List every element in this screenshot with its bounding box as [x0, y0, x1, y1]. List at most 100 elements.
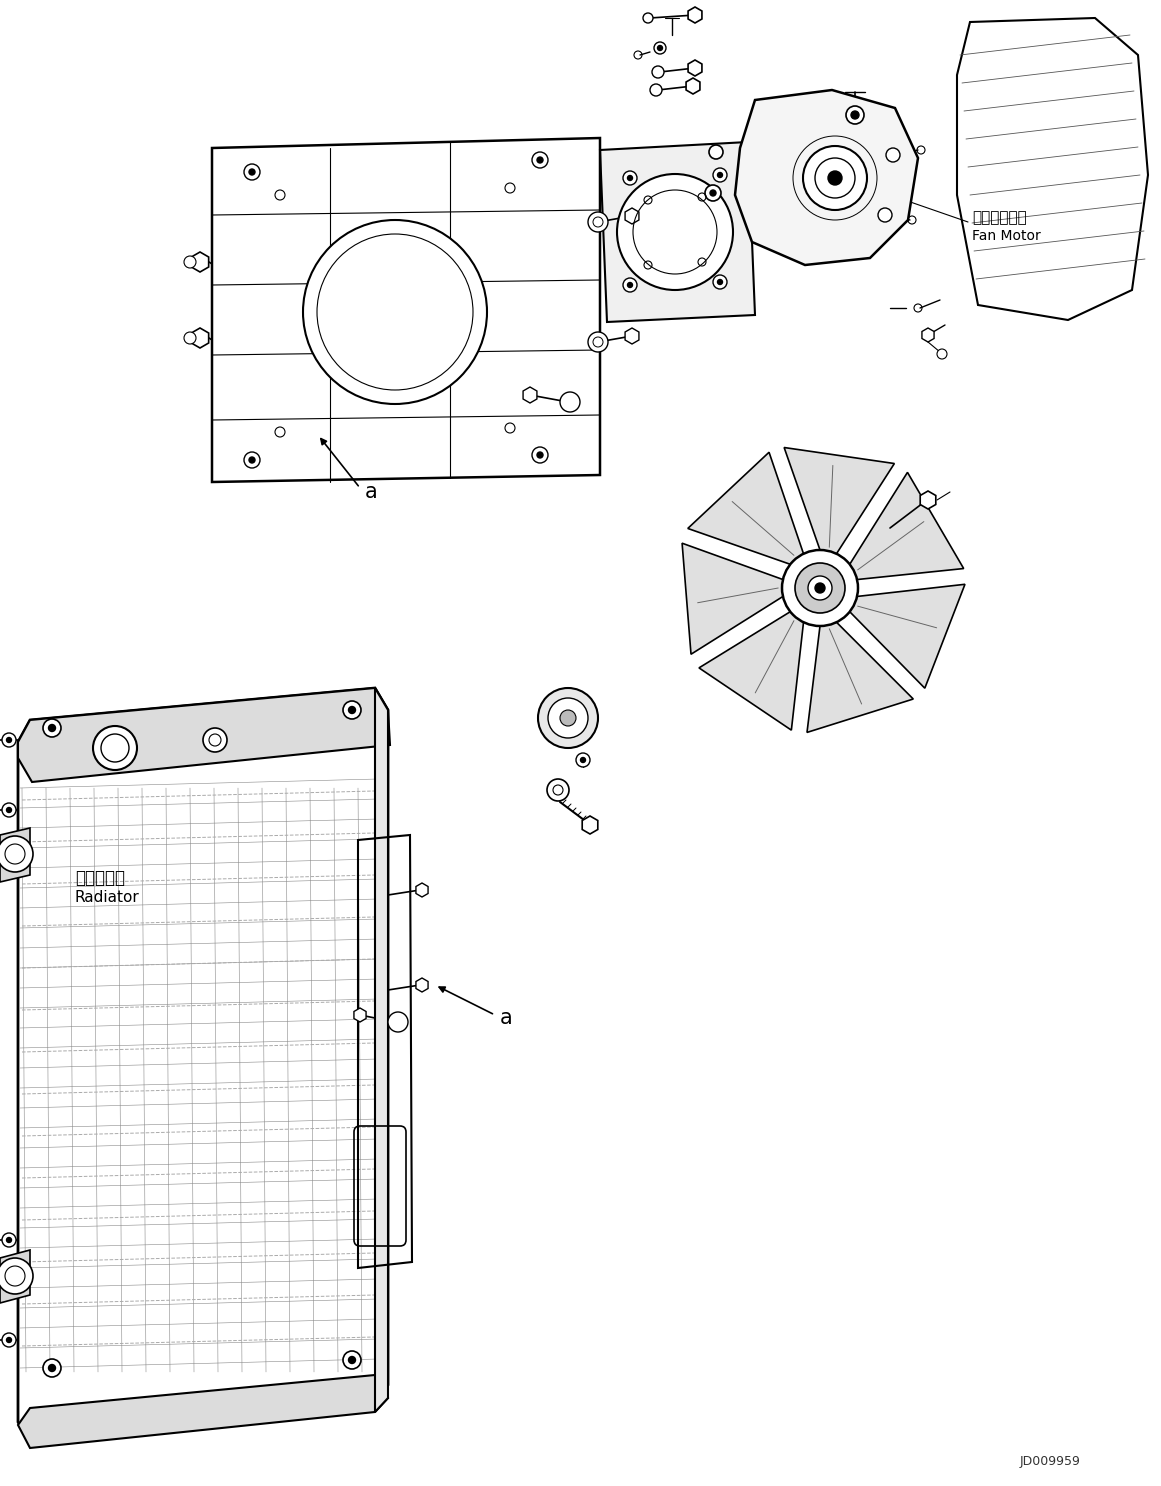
- Circle shape: [2, 1233, 16, 1247]
- Circle shape: [623, 278, 637, 293]
- Circle shape: [815, 583, 825, 593]
- Circle shape: [783, 550, 858, 626]
- Circle shape: [342, 1351, 361, 1369]
- Polygon shape: [850, 473, 964, 580]
- Circle shape: [937, 349, 947, 360]
- Circle shape: [709, 146, 723, 159]
- Text: Fan Motor: Fan Motor: [972, 229, 1040, 244]
- Circle shape: [303, 220, 486, 404]
- Circle shape: [803, 146, 867, 210]
- Circle shape: [878, 208, 892, 221]
- Circle shape: [342, 701, 361, 719]
- Circle shape: [650, 85, 662, 97]
- Circle shape: [560, 392, 580, 412]
- Circle shape: [717, 172, 722, 177]
- Polygon shape: [686, 77, 700, 94]
- Circle shape: [652, 65, 664, 77]
- Circle shape: [2, 733, 16, 747]
- Polygon shape: [699, 612, 803, 730]
- Circle shape: [657, 46, 663, 51]
- Circle shape: [7, 737, 12, 743]
- Circle shape: [886, 149, 900, 162]
- Circle shape: [7, 1337, 12, 1342]
- Circle shape: [587, 331, 608, 352]
- Polygon shape: [375, 688, 388, 1412]
- Circle shape: [183, 331, 196, 343]
- Circle shape: [348, 1357, 355, 1364]
- Text: Radiator: Radiator: [75, 890, 139, 905]
- Circle shape: [93, 727, 137, 770]
- Polygon shape: [687, 452, 803, 565]
- Circle shape: [713, 275, 727, 288]
- Circle shape: [654, 42, 666, 53]
- Polygon shape: [784, 447, 894, 554]
- Polygon shape: [688, 59, 702, 76]
- Polygon shape: [354, 1008, 366, 1022]
- Circle shape: [348, 706, 355, 713]
- Circle shape: [244, 163, 260, 180]
- Polygon shape: [0, 1250, 30, 1303]
- Circle shape: [49, 725, 56, 731]
- Polygon shape: [922, 328, 935, 342]
- Circle shape: [576, 753, 590, 767]
- Circle shape: [248, 458, 255, 464]
- Polygon shape: [582, 816, 598, 834]
- Polygon shape: [625, 208, 639, 224]
- Polygon shape: [19, 688, 390, 782]
- Circle shape: [0, 1259, 33, 1294]
- Circle shape: [711, 190, 716, 196]
- Polygon shape: [0, 828, 30, 883]
- Circle shape: [627, 282, 633, 287]
- Polygon shape: [688, 7, 702, 22]
- Circle shape: [43, 719, 62, 737]
- Circle shape: [538, 688, 598, 747]
- Polygon shape: [735, 91, 918, 265]
- Polygon shape: [683, 544, 783, 654]
- Circle shape: [183, 256, 196, 267]
- Circle shape: [2, 802, 16, 817]
- Polygon shape: [192, 253, 209, 272]
- Polygon shape: [524, 386, 536, 403]
- Text: ラジエータ: ラジエータ: [75, 869, 125, 887]
- Circle shape: [203, 728, 228, 752]
- Polygon shape: [600, 143, 755, 322]
- Text: a: a: [500, 1008, 513, 1028]
- Polygon shape: [416, 978, 428, 993]
- Circle shape: [851, 111, 859, 119]
- Circle shape: [532, 152, 548, 168]
- Polygon shape: [625, 328, 639, 343]
- Circle shape: [705, 184, 721, 201]
- Polygon shape: [416, 883, 428, 898]
- Circle shape: [713, 168, 727, 181]
- Circle shape: [580, 758, 585, 762]
- Circle shape: [547, 779, 569, 801]
- Polygon shape: [19, 1375, 388, 1447]
- Circle shape: [623, 171, 637, 184]
- Circle shape: [846, 106, 864, 123]
- Circle shape: [248, 169, 255, 175]
- Circle shape: [587, 212, 608, 232]
- Polygon shape: [192, 328, 209, 348]
- Circle shape: [627, 175, 633, 180]
- Circle shape: [560, 710, 576, 727]
- Circle shape: [388, 1012, 408, 1031]
- Circle shape: [0, 837, 33, 872]
- Circle shape: [2, 1333, 16, 1346]
- Circle shape: [616, 174, 733, 290]
- Circle shape: [538, 158, 543, 163]
- Polygon shape: [807, 623, 914, 733]
- Text: ファンモータ: ファンモータ: [972, 211, 1026, 226]
- Circle shape: [7, 807, 12, 813]
- Circle shape: [49, 1364, 56, 1372]
- Circle shape: [548, 698, 587, 739]
- Text: a: a: [365, 481, 377, 502]
- Circle shape: [717, 279, 722, 284]
- Circle shape: [808, 577, 832, 600]
- Circle shape: [7, 1238, 12, 1242]
- Circle shape: [795, 563, 845, 614]
- Circle shape: [244, 452, 260, 468]
- Circle shape: [828, 171, 842, 184]
- Text: JD009959: JD009959: [1021, 1455, 1081, 1468]
- Circle shape: [538, 452, 543, 458]
- Polygon shape: [850, 584, 965, 688]
